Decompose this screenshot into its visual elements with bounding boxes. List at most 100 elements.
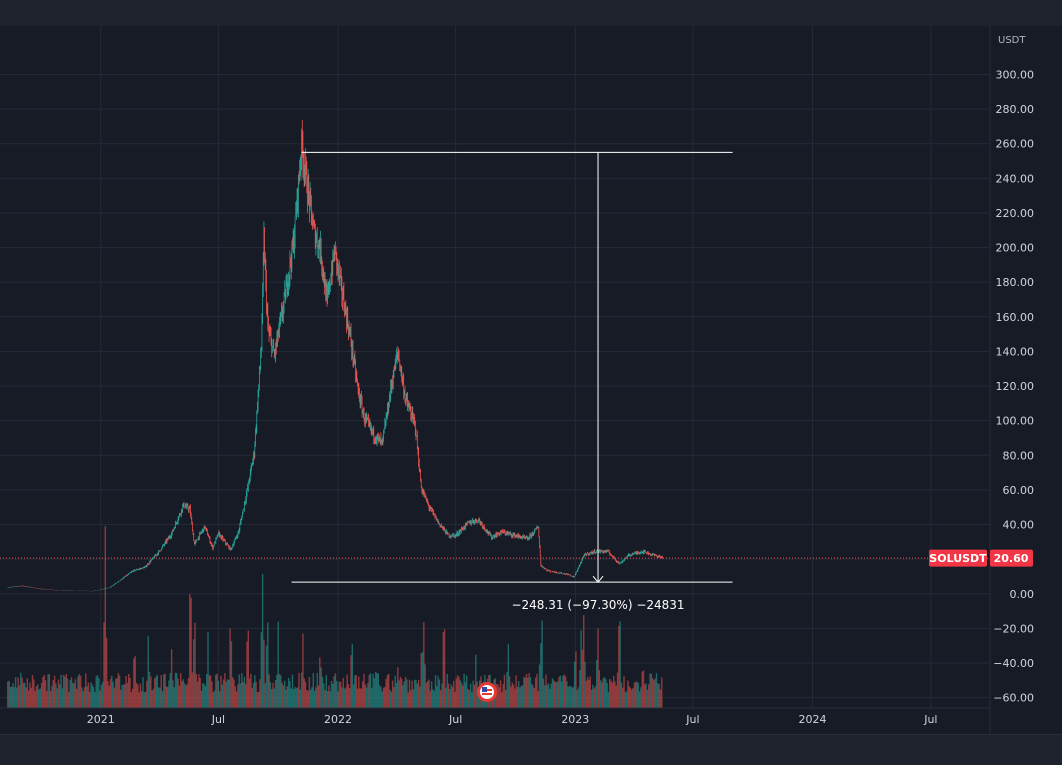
volume-bar — [94, 692, 96, 708]
volume-bar — [195, 673, 198, 708]
price-tick-label: 300.00 — [996, 68, 1035, 81]
volume-bar — [215, 674, 217, 708]
volume-bar — [66, 678, 69, 708]
time-tick-label: 2023 — [561, 713, 589, 726]
volume-bar — [531, 683, 533, 708]
volume-bar — [594, 686, 597, 708]
volume-bar — [17, 677, 19, 708]
volume-bar — [398, 680, 400, 708]
volume-bar — [597, 628, 599, 708]
volume-bar — [155, 676, 157, 708]
price-tick-label: 80.00 — [1003, 449, 1035, 462]
volume-bar — [497, 684, 499, 708]
volume-bar — [554, 682, 556, 708]
volume-bar — [365, 687, 368, 708]
volume-bar — [401, 678, 403, 708]
volume-bar — [27, 690, 30, 708]
volume-bar — [92, 687, 95, 708]
volume-bar — [628, 686, 630, 708]
volume-bar — [450, 684, 452, 708]
volume-bar — [592, 684, 594, 708]
volume-bar — [636, 681, 638, 708]
volume-bar — [111, 675, 113, 708]
volume-bar — [528, 673, 530, 708]
volume-bar — [46, 691, 48, 708]
volume-bar — [89, 691, 91, 708]
us-flag-icon[interactable] — [477, 682, 497, 702]
volume-bar — [117, 673, 120, 708]
price-tick-label: 260.00 — [996, 138, 1035, 151]
volume-bar — [551, 678, 554, 708]
volume-bar — [130, 692, 133, 708]
volume-bar — [129, 677, 131, 708]
volume-bar — [333, 676, 335, 708]
volume-bar — [122, 684, 125, 708]
volume-bar — [304, 681, 307, 708]
volume-bar — [83, 687, 86, 708]
volume-bar — [274, 680, 277, 708]
volume-bar — [57, 679, 60, 708]
volume-bar — [420, 653, 422, 708]
volume-bar — [540, 643, 542, 708]
volume-bar — [40, 682, 43, 708]
volume-bar — [242, 682, 244, 708]
volume-bar — [69, 680, 71, 708]
volume-bar — [549, 688, 551, 708]
price-chart[interactable]: −248.31 (−97.30%) −24831 2021 Jul 2022 Jul 2… — [0, 26, 1062, 734]
volume-bar — [156, 674, 159, 708]
volume-bar — [50, 691, 52, 708]
volume-bar — [285, 689, 287, 708]
measure-tool[interactable]: −248.31 (−97.30%) −24831 — [291, 151, 733, 612]
volume-bar — [248, 678, 251, 708]
volume-bar — [576, 690, 578, 708]
volume-bar — [151, 690, 153, 708]
volume-bar — [469, 683, 472, 708]
volume-bar — [310, 689, 312, 708]
volume-bar — [390, 691, 393, 708]
volume-bar — [533, 688, 536, 708]
volume-bar — [267, 622, 269, 708]
volume-bar — [602, 678, 604, 708]
volume-bar — [276, 674, 278, 708]
price-axis[interactable]: −60.00 −40.00 −20.00 0.00 40.00 60.00 80.00 100… — [993, 68, 1034, 704]
volume-bar — [99, 690, 101, 708]
top-toolbar — [0, 0, 1062, 27]
volume-bar — [157, 687, 160, 708]
price-tick-label: 160.00 — [996, 311, 1035, 324]
volume-bar — [355, 675, 357, 708]
volume-bar — [598, 670, 601, 708]
volume-bar — [562, 675, 564, 708]
volume-bar — [170, 649, 173, 708]
volume-bar — [419, 686, 421, 708]
volume-bar — [226, 679, 229, 708]
volume-bar — [154, 678, 156, 708]
time-axis[interactable]: 2021 Jul 2022 Jul 2023 Jul 2024 Jul — [87, 713, 938, 726]
volume-bar — [86, 686, 88, 708]
volume-bar — [433, 690, 435, 708]
volume-bar — [103, 622, 105, 708]
volume-bar — [618, 625, 620, 708]
volume-bar — [124, 684, 126, 708]
volume-bar — [346, 674, 348, 708]
volume-bar — [38, 689, 40, 708]
volume-bar — [356, 688, 359, 708]
price-tick-label: 200.00 — [996, 242, 1035, 255]
symbol-badge: SOLUSDT — [929, 549, 987, 567]
volume-bar — [90, 682, 92, 708]
volume-bar — [33, 679, 35, 708]
volume-bar — [180, 672, 182, 708]
volume-bar — [47, 674, 49, 708]
volume-bar — [447, 683, 450, 708]
candle-series — [7, 119, 663, 592]
volume-bar — [16, 687, 18, 708]
volume-bar — [246, 641, 248, 708]
price-tick-label: 100.00 — [996, 415, 1035, 428]
volume-bar — [277, 621, 279, 708]
last-price-badge: 20.60 — [990, 549, 1033, 567]
volume-bar — [229, 628, 231, 708]
volume-bar — [259, 679, 261, 708]
volume-bar — [77, 676, 79, 708]
volume-bar — [324, 690, 326, 708]
volume-bar — [116, 678, 118, 708]
